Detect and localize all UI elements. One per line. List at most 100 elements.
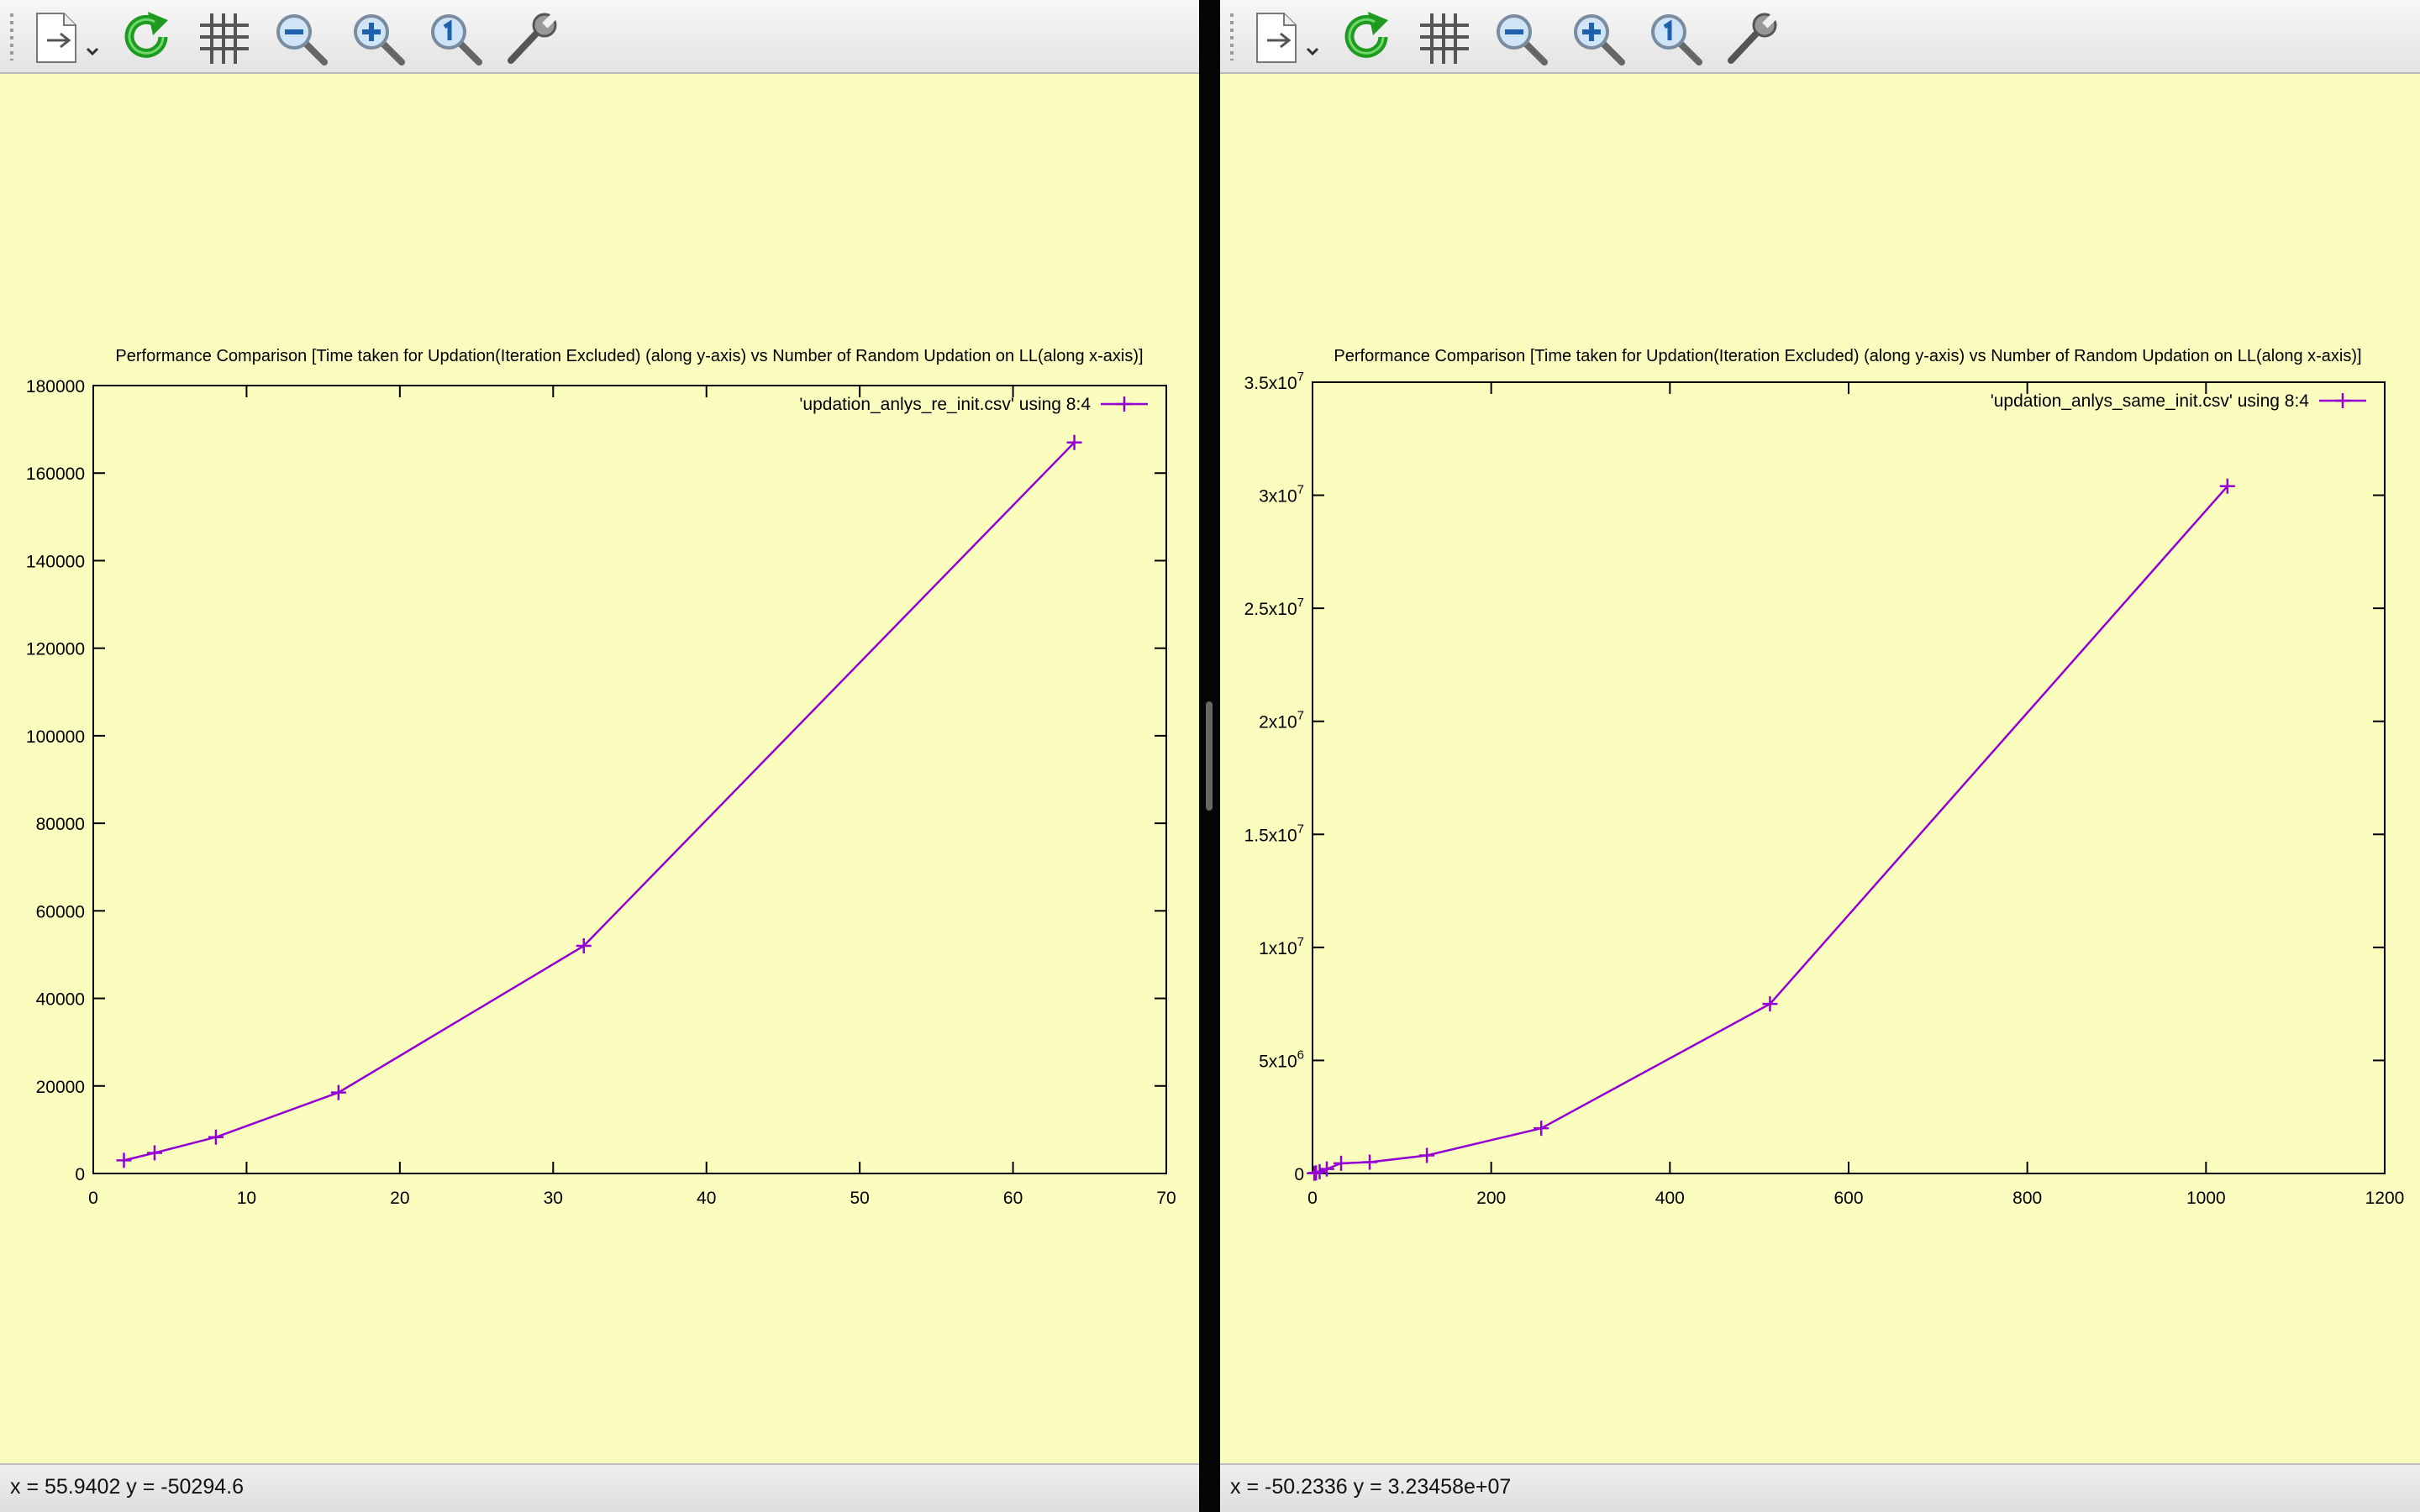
series-line xyxy=(1313,485,2228,1174)
x-tick-label: 200 xyxy=(1476,1189,1506,1208)
toolbar-grip[interactable] xyxy=(10,13,13,60)
y-tick-label: 3.5x107 xyxy=(1244,370,1304,393)
x-tick-label: 0 xyxy=(88,1189,98,1208)
data-point xyxy=(1066,434,1082,450)
zoom-reset-button[interactable] xyxy=(425,8,484,67)
zoom-out-button[interactable] xyxy=(271,8,329,67)
grid-button[interactable] xyxy=(195,8,254,67)
y-tick-base: 0 xyxy=(1294,1165,1304,1184)
plot-area-left[interactable]: Performance Comparison [Time taken for U… xyxy=(0,74,1199,1462)
replot-icon xyxy=(1344,12,1388,58)
y-tick-label: 2x107 xyxy=(1259,709,1304,732)
data-point xyxy=(116,1152,132,1168)
grid-icon xyxy=(1420,13,1469,64)
toolbar-grip[interactable] xyxy=(1230,13,1234,60)
zoom-in-button[interactable] xyxy=(348,8,407,67)
chart-right: Performance Comparison [Time taken for U… xyxy=(1244,347,2405,1208)
y-tick-exponent: 7 xyxy=(1297,370,1304,384)
x-tick-label: 800 xyxy=(2012,1189,2042,1208)
y-tick-label: 180000 xyxy=(26,377,85,396)
legend-sample-point xyxy=(1117,396,1132,412)
y-tick-base: 2.5x10 xyxy=(1244,600,1297,619)
plot-area-right[interactable]: Performance Comparison [Time taken for U… xyxy=(1220,74,2420,1462)
toolbar xyxy=(0,0,1199,74)
x-tick-label: 1200 xyxy=(2365,1189,2405,1208)
plot-border xyxy=(92,385,1167,1174)
data-point xyxy=(1334,1155,1349,1171)
x-tick-label: 60 xyxy=(1003,1189,1023,1208)
grid-button[interactable] xyxy=(1415,8,1474,67)
zoom-in-icon xyxy=(354,14,405,66)
data-point xyxy=(576,938,592,954)
replot-icon xyxy=(124,12,168,58)
export-button[interactable] xyxy=(30,8,111,67)
data-point xyxy=(1534,1121,1549,1137)
data-point xyxy=(146,1145,162,1161)
replot-button[interactable] xyxy=(118,8,176,67)
y-tick-label: 60000 xyxy=(36,902,85,921)
x-tick-label: 50 xyxy=(850,1189,869,1208)
chart-left: Performance Comparison [Time taken for U… xyxy=(26,347,1176,1208)
chart-title: Performance Comparison [Time taken for U… xyxy=(115,347,1143,365)
export-icon xyxy=(36,13,99,63)
data-point xyxy=(208,1129,224,1145)
settings-button[interactable] xyxy=(502,8,561,67)
y-tick-label: 2.5x107 xyxy=(1244,596,1304,619)
y-tick-label: 5x106 xyxy=(1259,1047,1304,1071)
divider-handle[interactable] xyxy=(1206,701,1213,811)
legend-label: 'updation_anlys_same_init.csv' using 8:4 xyxy=(1991,391,2310,411)
data-point xyxy=(330,1084,346,1100)
y-tick-label: 3x107 xyxy=(1259,483,1304,507)
zoom-out-icon xyxy=(1497,14,1548,66)
x-tick-label: 70 xyxy=(1156,1189,1176,1208)
cursor-coordinates: x = 55.9402 y = -50294.6 xyxy=(10,1475,244,1499)
zoom-reset-icon xyxy=(431,14,482,66)
settings-wrench-icon xyxy=(508,13,557,64)
y-tick-exponent: 7 xyxy=(1297,935,1304,949)
data-point xyxy=(1419,1147,1435,1163)
gnuplot-window-left: Performance Comparison [Time taken for U… xyxy=(0,0,1199,1512)
y-tick-label: 100000 xyxy=(26,727,85,747)
chart-title: Performance Comparison [Time taken for U… xyxy=(1334,347,2361,365)
y-tick-base: 1.5x10 xyxy=(1244,826,1297,845)
zoom-in-icon xyxy=(1574,14,1625,66)
window-divider[interactable] xyxy=(1199,0,1220,1512)
data-point xyxy=(1308,1165,1324,1181)
statusbar-left: x = 55.9402 y = -50294.6 xyxy=(0,1463,1199,1512)
y-tick-base: 3x10 xyxy=(1259,487,1297,507)
export-icon xyxy=(1256,13,1319,63)
replot-button[interactable] xyxy=(1338,8,1397,67)
y-tick-base: 3.5x10 xyxy=(1244,374,1297,393)
x-tick-label: 40 xyxy=(697,1189,716,1208)
y-tick-exponent: 7 xyxy=(1297,709,1304,723)
legend-sample-point xyxy=(2335,393,2350,408)
zoom-in-button[interactable] xyxy=(1568,8,1627,67)
y-tick-label: 20000 xyxy=(36,1078,85,1097)
y-tick-base: 1x10 xyxy=(1259,939,1297,958)
y-tick-label: 40000 xyxy=(36,990,85,1010)
y-tick-exponent: 7 xyxy=(1297,483,1304,497)
y-tick-label: 1x107 xyxy=(1259,935,1304,958)
y-tick-label: 0 xyxy=(1294,1165,1304,1184)
x-tick-label: 10 xyxy=(237,1189,256,1208)
x-tick-label: 20 xyxy=(390,1189,409,1208)
y-tick-label: 1.5x107 xyxy=(1244,822,1304,845)
y-tick-exponent: 7 xyxy=(1297,596,1304,610)
x-tick-label: 600 xyxy=(1833,1189,1863,1208)
export-button[interactable] xyxy=(1250,8,1331,67)
y-tick-label: 140000 xyxy=(26,552,85,571)
plot-border xyxy=(1312,381,2386,1174)
data-point xyxy=(2219,478,2235,494)
data-point xyxy=(1319,1161,1335,1177)
toolbar xyxy=(1220,0,2420,74)
series-line xyxy=(124,441,1076,1162)
data-point xyxy=(1762,996,1778,1012)
y-tick-label: 160000 xyxy=(26,465,85,484)
x-tick-label: 400 xyxy=(1655,1189,1685,1208)
zoom-out-button[interactable] xyxy=(1491,8,1549,67)
zoom-reset-button[interactable] xyxy=(1645,8,1704,67)
settings-button[interactable] xyxy=(1723,8,1781,67)
y-tick-label: 80000 xyxy=(36,815,85,834)
y-tick-base: 5x10 xyxy=(1259,1052,1297,1071)
zoom-reset-icon xyxy=(1651,14,1702,66)
